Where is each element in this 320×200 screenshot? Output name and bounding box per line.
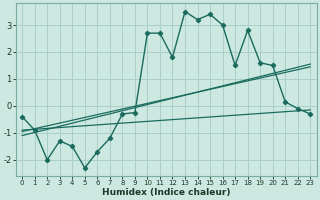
X-axis label: Humidex (Indice chaleur): Humidex (Indice chaleur) bbox=[102, 188, 230, 197]
